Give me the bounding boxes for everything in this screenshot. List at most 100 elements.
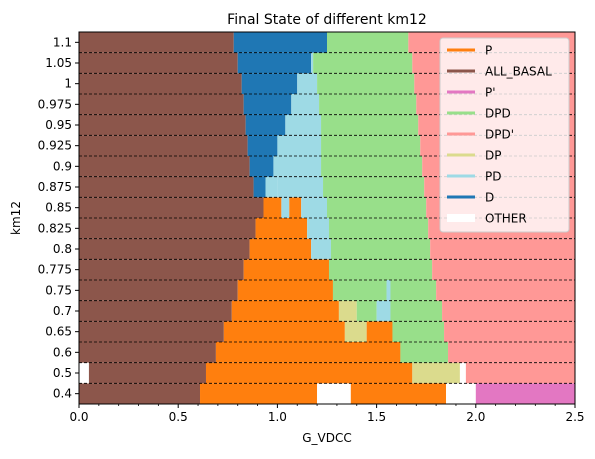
segment-dp-km12-0-65 — [344, 321, 367, 342]
segment-dpd-km12-0-6 — [400, 342, 449, 363]
segment-dpd-km12-1-1 — [327, 32, 409, 53]
segment-dpd-km12-0-875 — [323, 176, 425, 198]
x-tick-label: 0.0 — [69, 410, 88, 424]
segment-pd-km12-0-7 — [376, 300, 391, 322]
segment-p-km12-0-8 — [249, 238, 312, 260]
segment-pd-km12-0-875 — [277, 176, 324, 198]
segment-d-km12-1-05 — [237, 52, 312, 74]
segment-dp-km12-0-5 — [412, 362, 460, 384]
legend-label-pd: PD — [485, 170, 501, 184]
segment-dpd-km12-0-75 — [332, 280, 387, 301]
x-tick-label: 2.5 — [565, 410, 584, 424]
segment-dpd-km12-0-8 — [330, 238, 431, 260]
plot-segments — [79, 32, 575, 404]
y-tick-label: 1 — [64, 77, 72, 91]
segment-dpd-km12-1-05 — [313, 52, 413, 74]
segment-d-km12-0-925 — [247, 135, 278, 156]
legend: P ALL_BASAL P' DPD DPD' DP PD D OTHER — [439, 37, 570, 233]
segment-d-km12-0-95 — [245, 114, 286, 136]
segment-dpd-km12-0-85 — [327, 197, 427, 218]
segment-dpd-prime-km12-0-8 — [430, 238, 575, 260]
segment-pd-km12-1-05 — [311, 52, 314, 74]
segment-d-km12-0-9 — [249, 156, 274, 177]
y-tick-label: 0.6 — [53, 345, 72, 359]
y-tick-label: 0.975 — [38, 97, 72, 111]
segment-d-km12-0-975 — [243, 94, 292, 115]
segment-all-basal-km12-0-925 — [79, 135, 248, 156]
segment-all-basal-km12-0-65 — [79, 321, 224, 342]
segment-p-km12-0-85 — [289, 197, 302, 218]
x-tick-label: 2.0 — [466, 410, 485, 424]
segment-all-basal-km12-0-75 — [79, 280, 238, 301]
segment-pd-km12-0-825 — [307, 218, 329, 239]
segment-p-km12-0-5 — [205, 362, 413, 384]
segment-dpd-prime-km12-0-5 — [465, 362, 575, 384]
segment-dpd-km12-0-775 — [328, 259, 433, 280]
y-tick-label: 0.85 — [45, 201, 72, 215]
segment-other-km12-0-4 — [317, 383, 351, 404]
y-tick-label: 0.7 — [53, 304, 72, 318]
segment-dpd-km12-0-7 — [356, 300, 377, 322]
segment-p-prime-km12-0-4 — [475, 383, 575, 404]
segment-all-basal-km12-1 — [79, 73, 242, 94]
y-tick-label: 0.75 — [45, 283, 72, 297]
segment-dpd-km12-0-7 — [390, 300, 443, 322]
legend-box — [439, 37, 570, 233]
segment-dpd-km12-1 — [317, 73, 415, 94]
x-tick-label: 0.5 — [169, 410, 188, 424]
segment-p-km12-0-4 — [200, 383, 318, 404]
segment-p-km12-0-65 — [223, 321, 345, 342]
segment-other-km12-0-5 — [79, 362, 89, 384]
segment-p-km12-0-85 — [263, 197, 282, 218]
legend-label-p: P — [485, 44, 492, 58]
segment-p-km12-0-6 — [215, 342, 401, 363]
segment-all-basal-km12-0-875 — [79, 176, 254, 198]
x-axis-label: G_VDCC — [302, 431, 352, 445]
segment-d-km12-0-875 — [253, 176, 266, 198]
segment-all-basal-km12-0-6 — [79, 342, 216, 363]
y-tick-label: 0.9 — [53, 159, 72, 173]
segment-all-basal-km12-1-1 — [79, 32, 234, 53]
segment-all-basal-km12-0-95 — [79, 114, 246, 136]
segment-pd-km12-0-975 — [291, 94, 320, 115]
y-tick-label: 1.05 — [45, 56, 72, 70]
y-tick-label: 0.8 — [53, 242, 72, 256]
legend-label-other: OTHER — [485, 212, 527, 226]
segment-d-km12-1-1 — [233, 32, 327, 53]
legend-label-all-basal: ALL_BASAL — [485, 65, 552, 79]
segment-all-basal-km12-0-7 — [79, 300, 232, 322]
y-tick-label: 0.5 — [53, 366, 72, 380]
legend-label-p-prime: P' — [485, 86, 496, 100]
y-tick-label: 0.925 — [38, 139, 72, 153]
legend-label-dpd: DPD — [485, 107, 511, 121]
segment-dpd-km12-0-95 — [321, 114, 419, 136]
segment-dpd-km12-0-9 — [321, 156, 423, 177]
y-tick-label: 0.95 — [45, 118, 72, 132]
y-axis: 0.4 0.5 0.6 0.65 0.7 0.75 0.775 0.8 0.825 0.85 0.8… — [38, 35, 79, 401]
segment-dpd-prime-km12-0-7 — [442, 300, 575, 322]
segment-dpd-prime-km12-0-65 — [444, 321, 575, 342]
segment-all-basal-km12-0-975 — [79, 94, 244, 115]
segment-dpd-km12-0-825 — [328, 218, 429, 239]
legend-label-dp: DP — [485, 149, 501, 163]
segment-dpd-km12-0-75 — [390, 280, 437, 301]
segment-pd-km12-0-75 — [386, 280, 391, 301]
segment-pd-km12-0-9 — [273, 156, 322, 177]
segment-p-km12-0-65 — [366, 321, 393, 342]
segment-pd-km12-1 — [297, 73, 318, 94]
chart-title: Final State of different km12 — [227, 12, 427, 28]
segment-all-basal-km12-0-8 — [79, 238, 250, 260]
segment-dpd-prime-km12-0-75 — [436, 280, 575, 301]
segment-dpd-km12-0-925 — [321, 135, 421, 156]
segment-pd-km12-0-85 — [301, 197, 327, 218]
legend-label-d: D — [485, 191, 494, 205]
segment-all-basal-km12-0-4 — [79, 383, 201, 404]
segment-all-basal-km12-0-825 — [79, 218, 256, 239]
segment-dpd-prime-km12-0-6 — [448, 342, 575, 363]
y-tick-label: 0.875 — [38, 180, 72, 194]
plot-frame — [78, 31, 576, 405]
y-tick-label: 0.4 — [53, 387, 72, 401]
segment-other-km12-0-4 — [446, 383, 476, 404]
